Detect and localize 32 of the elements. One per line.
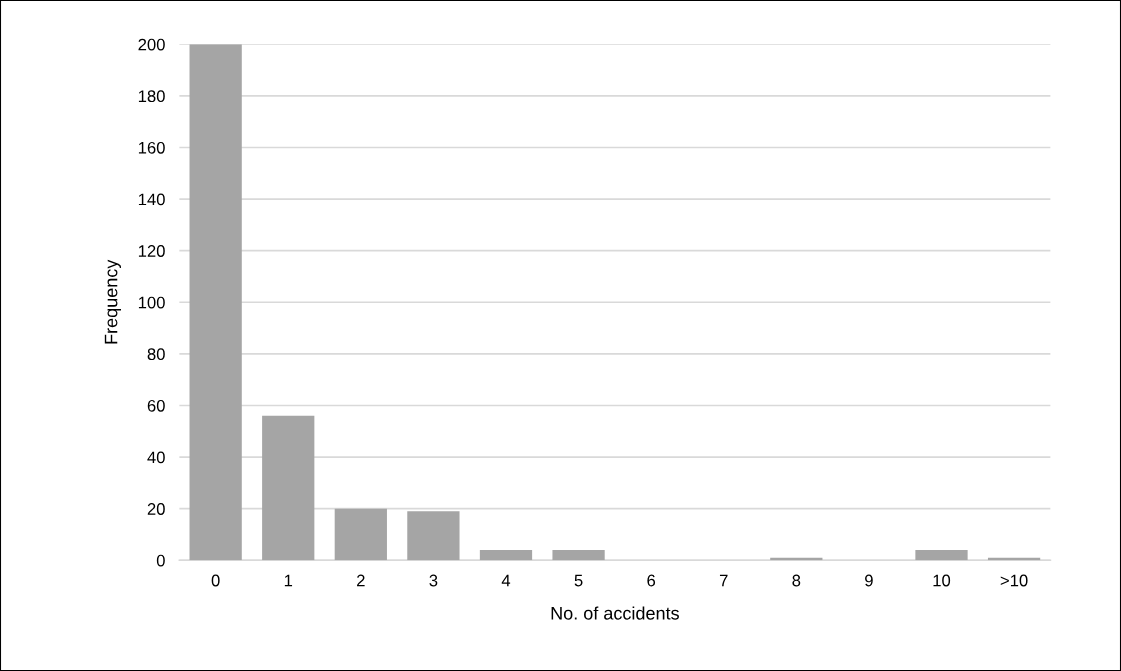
- x-tick-label: 5: [574, 574, 583, 587]
- y-tick-label: 100: [138, 296, 165, 309]
- y-tick-label: 40: [147, 451, 165, 464]
- x-tick-label: 0: [211, 574, 220, 587]
- y-tick-label: 0: [156, 554, 165, 567]
- y-tick-label: 160: [138, 141, 165, 154]
- x-axis-title: No. of accidents: [551, 606, 679, 620]
- x-tick-label: 4: [501, 574, 511, 587]
- y-tick-label: 180: [138, 90, 165, 103]
- bar: [407, 511, 460, 561]
- y-tick-label: 200: [138, 38, 165, 51]
- x-tick-label: 10: [933, 574, 951, 587]
- y-axis-title: Frequency: [104, 259, 121, 344]
- x-tick-label: 2: [357, 574, 365, 587]
- x-tick-label: 9: [865, 574, 873, 587]
- x-tick-label: 3: [429, 574, 438, 587]
- x-tick-label: 7: [719, 574, 728, 587]
- x-tick-label: 1: [284, 574, 293, 587]
- y-tick-label: 120: [138, 245, 165, 257]
- bar: [189, 44, 242, 561]
- x-tick-label: 8: [792, 574, 801, 587]
- x-tick-label: 6: [647, 574, 656, 587]
- bar: [915, 549, 968, 561]
- y-tick-label: 140: [138, 193, 165, 206]
- bar: [262, 415, 315, 561]
- bar: [552, 549, 605, 561]
- y-tick-label: 80: [147, 348, 165, 361]
- y-tick-label: 60: [147, 399, 165, 412]
- x-tick-label: >10: [1000, 574, 1028, 587]
- y-tick-label: 20: [147, 503, 165, 515]
- bar: [334, 508, 387, 561]
- bar: [479, 549, 533, 561]
